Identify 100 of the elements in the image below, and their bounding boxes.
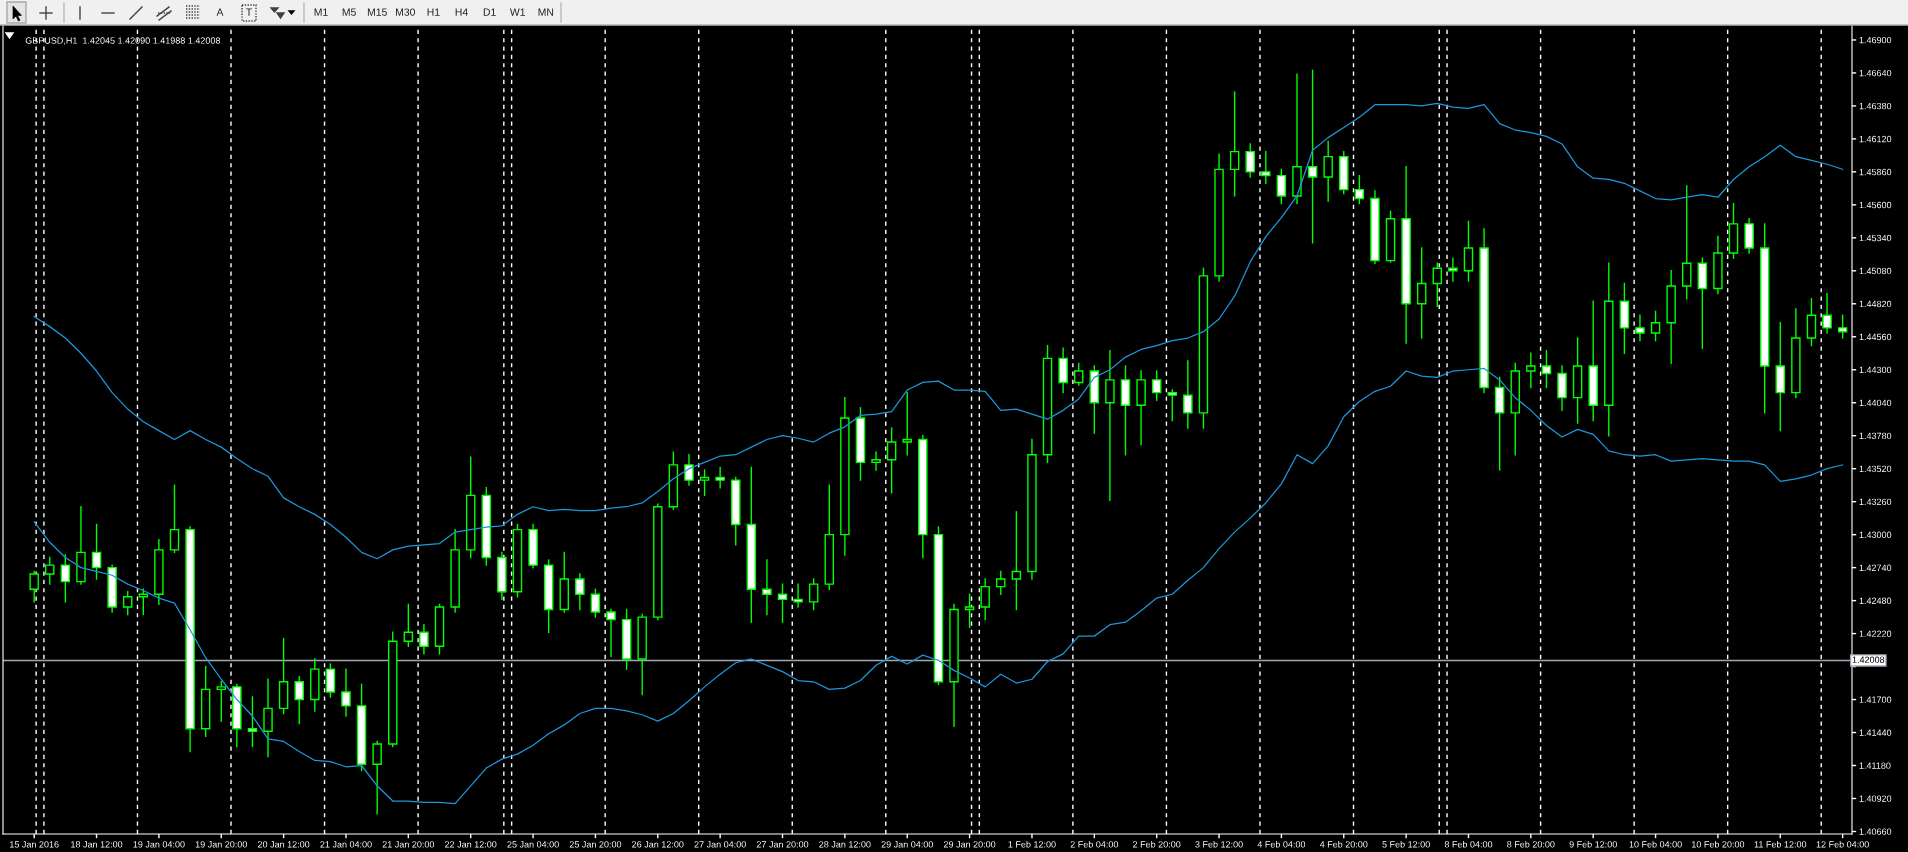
candlestick	[372, 740, 382, 815]
x-tick-label: 10 Feb 04:00	[1629, 840, 1682, 848]
text: W1	[509, 8, 525, 16]
x-tick-label: 21 Jan 20:00	[382, 841, 435, 848]
candlestick	[762, 559, 772, 616]
candlestick	[575, 573, 585, 611]
x-tick-label: 27 Jan 20:00	[756, 841, 809, 848]
x-tick-label: 21 Jan 04:00	[320, 841, 372, 848]
y-tick-label: 1.43520	[1859, 465, 1892, 473]
candlestick	[122, 591, 133, 616]
candlestick	[1650, 310, 1661, 342]
y-tick-label: 1.44560	[1859, 333, 1892, 341]
y-tick-label: 1.46120	[1859, 135, 1892, 143]
x-tick-label: 18 Jan 12:00	[71, 841, 123, 848]
x-tick-label: 29 Jan 20:00	[943, 841, 996, 848]
x-tick-label: 1 Feb 12:00	[1008, 840, 1056, 848]
x-tick-label: 19 Jan 04:00	[133, 841, 185, 848]
candlestick	[808, 578, 819, 611]
candlestick	[1416, 247, 1427, 339]
candlestick	[1245, 143, 1255, 178]
candlestick	[980, 578, 990, 621]
line-series	[33, 367, 1844, 805]
y-tick-label: 1.44300	[1859, 366, 1892, 374]
candlestick	[1526, 352, 1536, 389]
candlestick	[1307, 69, 1318, 244]
text: A	[216, 8, 224, 16]
line-series	[33, 102, 1844, 560]
x-tick-label: 9 Feb 12:00	[1569, 840, 1617, 848]
candlestick	[45, 556, 55, 585]
y-tick-label: 1.46900	[1859, 36, 1892, 44]
x-tick-label: 3 Feb 12:00	[1195, 840, 1243, 848]
x-tick-label: 25 Jan 04:00	[507, 841, 559, 848]
candlestick	[91, 523, 102, 580]
y-tick-label: 1.43260	[1859, 498, 1892, 506]
x-tick-label: 8 Feb 04:00	[1444, 840, 1493, 848]
candlestick	[247, 696, 258, 748]
y-tick-label: 1.40660	[1859, 828, 1892, 835]
y-tick-label: 1.46640	[1859, 69, 1892, 77]
candlestick	[169, 484, 180, 554]
candlestick	[1167, 389, 1178, 422]
candlestick	[1011, 511, 1022, 611]
x-tick-label: 8 Feb 20:00	[1507, 840, 1555, 848]
text: M5	[342, 8, 356, 16]
x-tick-label: 2 Feb 04:00	[1070, 840, 1119, 848]
candlestick	[699, 469, 710, 497]
y-tick-label: 1.40920	[1859, 795, 1892, 802]
candlestick	[1276, 168, 1287, 205]
candlestick	[1681, 185, 1692, 300]
text: H4	[455, 8, 468, 16]
y-tick-label: 1.42740	[1859, 564, 1892, 571]
y-tick-label: 1.41440	[1859, 729, 1892, 736]
candlestick	[715, 466, 725, 489]
candlestick	[341, 668, 351, 717]
candlestick	[1073, 362, 1084, 386]
x-tick-label: 5 Feb 12:00	[1382, 840, 1430, 848]
text: H1	[427, 8, 440, 16]
candlestick	[996, 570, 1006, 595]
y-tick-label: 1.44820	[1859, 300, 1892, 308]
x-tick-label: 22 Jan 12:00	[445, 841, 497, 848]
ref-line-label: 1.42008	[1852, 656, 1885, 663]
candlestick	[1837, 314, 1848, 339]
candlestick	[590, 588, 601, 618]
x-tick-label: 4 Feb 20:00	[1319, 840, 1368, 848]
candlestick	[871, 451, 881, 471]
x-tick-label: 4 Feb 04:00	[1257, 840, 1306, 848]
text: M15	[367, 8, 387, 16]
candlestick	[684, 454, 694, 486]
x-tick-label: 12 Feb 04:00	[1816, 840, 1869, 848]
candlestick	[263, 678, 273, 758]
candlestick	[403, 603, 414, 647]
x-tick-label: 2 Feb 20:00	[1133, 840, 1181, 848]
y-tick-label: 1.45860	[1859, 168, 1892, 176]
candlestick	[964, 593, 975, 628]
y-tick-label: 1.45600	[1859, 201, 1892, 209]
x-tick-label: 15 Jan 2016	[10, 841, 59, 848]
x-tick-label: 25 Jan 20:00	[569, 841, 622, 848]
x-tick-label: 11 Feb 12:00	[1754, 840, 1807, 848]
text: D1	[483, 8, 496, 16]
candlestick	[886, 427, 897, 494]
text: T	[246, 8, 252, 16]
y-tick-label: 1.44040	[1859, 399, 1892, 407]
candlestick	[60, 554, 71, 603]
x-tick-label: 10 Feb 20:00	[1692, 840, 1745, 848]
y-tick-label: 1.46380	[1859, 102, 1892, 110]
x-tick-label: 26 Jan 12:00	[632, 841, 684, 848]
x-tick-label: 28 Jan 12:00	[819, 841, 871, 848]
x-tick-label: 20 Jan 12:00	[257, 841, 310, 848]
text: M30	[396, 8, 416, 16]
y-tick-label: 1.43780	[1859, 432, 1892, 440]
y-tick-label: 1.42480	[1859, 597, 1892, 604]
text: GBPUSD,H1 1.42045 1.42090 1.41988 1.42008	[25, 37, 221, 45]
candlestick	[1183, 360, 1193, 429]
candlestick	[902, 391, 912, 456]
text: MN	[538, 8, 554, 16]
candlestick	[1105, 350, 1115, 502]
y-tick-label: 1.43000	[1859, 531, 1892, 539]
candlestick	[216, 681, 227, 722]
y-tick-label: 1.45340	[1859, 234, 1892, 242]
x-tick-label: 29 Jan 04:00	[881, 841, 933, 848]
candlestick	[777, 583, 788, 623]
